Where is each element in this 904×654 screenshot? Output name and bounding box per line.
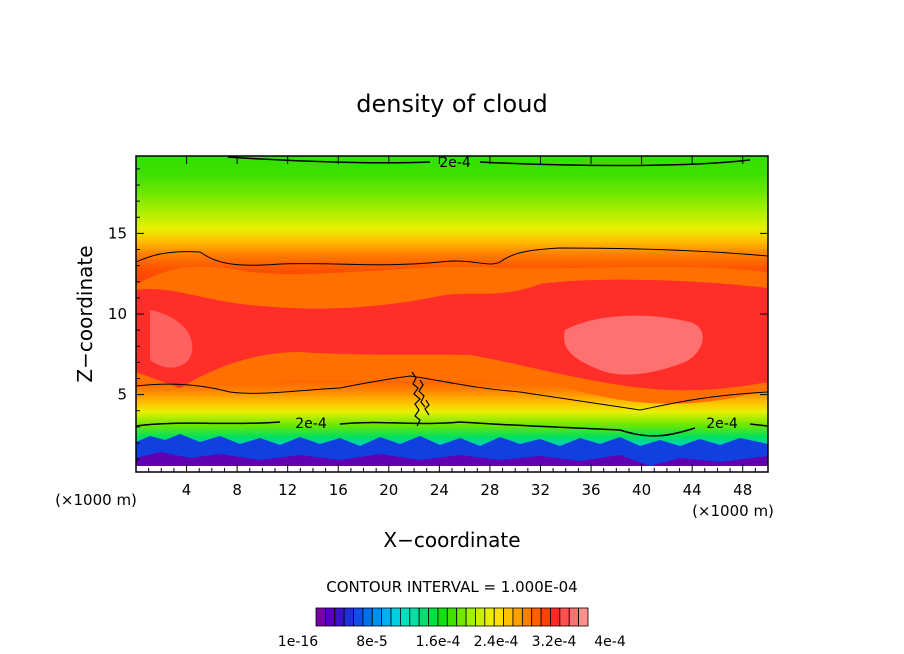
pink-patch-left: [150, 310, 193, 368]
colorbar-swatch: [484, 607, 495, 627]
colorbar-swatch: [568, 607, 580, 627]
colorbar-swatch: [381, 607, 392, 627]
colorbar-swatch: [493, 607, 504, 627]
colorbar-swatch: [503, 607, 514, 627]
colorbar-swatch: [456, 607, 467, 627]
colorbar-swatch: [465, 607, 476, 627]
colorbar-swatch: [521, 607, 533, 627]
colorbar-swatch: [400, 607, 411, 627]
x-tick-label: 4: [182, 481, 192, 499]
colorbar-swatch: [540, 607, 551, 627]
colorbar-swatch: [578, 607, 589, 627]
contour-line-top: [227, 156, 751, 167]
contour-line-upper: [136, 247, 768, 266]
x-tick-label: 24: [430, 481, 449, 499]
colorbar: [315, 607, 589, 627]
colorbar-swatch: [409, 607, 420, 627]
x-units-right: (×1000 m): [692, 502, 774, 520]
colorbar-swatch: [334, 607, 345, 627]
colorbar-swatch: [353, 607, 364, 627]
colorbar-swatch: [324, 607, 336, 627]
y-tick-label: 15: [108, 224, 127, 242]
contour-label-top: 2e-4: [439, 155, 471, 171]
colorbar-swatch: [418, 607, 429, 627]
colorbar-label: 1.6e-4: [416, 634, 461, 650]
colorbar-swatch: [371, 607, 383, 627]
colorbar-swatch: [550, 607, 561, 627]
x-tick-label: 20: [379, 481, 398, 499]
y-axis: 5 10 15: [108, 168, 768, 460]
x-tick-label: 28: [480, 481, 499, 499]
contour-line-2e-4-bottom: [136, 421, 768, 437]
colorbar-swatch: [531, 607, 542, 627]
colorbar-label: 4e-4: [594, 634, 626, 650]
x-tick-label: 12: [278, 481, 297, 499]
y-axis-label: Z−coordinate: [73, 245, 97, 382]
x-tick-label: 48: [733, 481, 752, 499]
colorbar-label: 2.4e-4: [474, 634, 519, 650]
colorbar-swatch: [559, 607, 570, 627]
x-tick-label: 16: [329, 481, 348, 499]
x-tick-label: 8: [232, 481, 242, 499]
colorbar-swatch: [428, 607, 439, 627]
colorbar-swatch: [315, 607, 326, 627]
x-tick-label: 36: [581, 481, 600, 499]
colorbar-label: 8e-5: [356, 634, 387, 650]
x-axis-label: X−coordinate: [383, 528, 520, 552]
contour-label-left: 2e-4: [295, 416, 327, 432]
colorbar-swatch: [343, 607, 354, 627]
plot-area: 2e-4 2e-4 2e-4: [136, 155, 768, 472]
colorbar-labels: 1e-16 8e-5 1.6e-4 2.4e-4 3.2e-4 4e-4: [278, 634, 626, 650]
x-tick-label: 44: [683, 481, 702, 499]
contour-line-lower: [136, 375, 768, 411]
x-tick-label: 40: [632, 481, 651, 499]
y-tick-label: 10: [108, 305, 127, 323]
pink-maximum: [564, 315, 703, 375]
colorbar-swatch: [390, 607, 401, 627]
chart-title: density of cloud: [356, 90, 547, 118]
contour-interval-text: CONTOUR INTERVAL = 1.000E-04: [326, 578, 577, 596]
colorbar-swatch: [475, 607, 486, 627]
x-tick-label: 32: [531, 481, 550, 499]
colorbar-swatch: [446, 607, 458, 627]
x-axis: 4 8 12 16 20 24 28 32 36 40 44 48: [148, 156, 756, 499]
colorbar-swatch: [437, 607, 448, 627]
colorbar-swatch: [362, 607, 373, 627]
x-units-left: (×1000 m): [55, 491, 137, 509]
colorbar-label: 1e-16: [278, 634, 318, 650]
colorbar-label: 3.2e-4: [532, 634, 577, 650]
colorbar-swatch: [512, 607, 523, 627]
y-tick-label: 5: [117, 386, 127, 404]
noisy-contour-cluster: [411, 371, 430, 427]
contour-label-right: 2e-4: [706, 416, 738, 432]
